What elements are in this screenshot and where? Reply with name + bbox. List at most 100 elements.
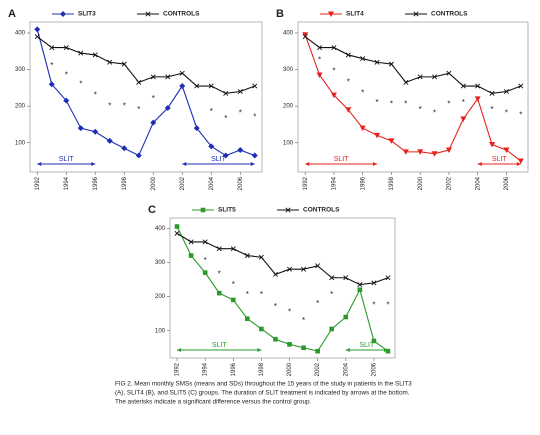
point bbox=[460, 116, 467, 122]
point bbox=[273, 336, 278, 342]
point bbox=[445, 147, 452, 154]
point bbox=[345, 107, 352, 113]
legend-marker bbox=[413, 11, 419, 17]
significance-mark: * bbox=[123, 101, 126, 110]
significance-mark: * bbox=[318, 56, 321, 65]
point bbox=[136, 79, 142, 85]
chart-panel: 100 200 300 400 1992 1994 1996 1998 2000 2002 2004… bbox=[148, 204, 396, 376]
y-tick-label: 200 bbox=[283, 104, 294, 110]
significance-mark: * bbox=[372, 300, 375, 309]
point bbox=[34, 26, 41, 33]
point bbox=[385, 348, 391, 354]
y-tick-label: 400 bbox=[155, 226, 166, 232]
y-tick-label: 200 bbox=[155, 294, 166, 300]
point bbox=[230, 246, 236, 252]
point bbox=[174, 230, 180, 236]
caption-line: FIG 2. Mean monthly SMSs (means and SDs)… bbox=[115, 381, 412, 388]
x-tick-label: 1992 bbox=[303, 176, 309, 190]
point bbox=[216, 246, 222, 252]
point bbox=[345, 52, 351, 58]
treatment-label: SLIT bbox=[334, 156, 350, 163]
y-tick-label: 400 bbox=[283, 31, 294, 37]
x-tick-label: 1992 bbox=[175, 362, 181, 376]
panel-label: C bbox=[148, 204, 156, 216]
significance-mark: * bbox=[218, 270, 221, 279]
point bbox=[374, 132, 381, 139]
point bbox=[315, 263, 321, 269]
significance-mark: * bbox=[224, 114, 227, 123]
x-tick-label: 2002 bbox=[180, 176, 186, 190]
treatment-label: SLIT bbox=[359, 342, 375, 349]
point bbox=[489, 90, 495, 96]
point bbox=[417, 149, 424, 155]
point bbox=[107, 59, 113, 65]
x-tick-label: 1994 bbox=[64, 176, 70, 190]
point bbox=[164, 104, 171, 111]
point bbox=[432, 74, 438, 80]
x-tick-label: 1992 bbox=[35, 176, 41, 190]
caption-line: The asterisks indicate a significant dif… bbox=[115, 399, 311, 406]
plot-area bbox=[297, 21, 529, 173]
significance-mark: * bbox=[274, 302, 277, 311]
point bbox=[460, 83, 466, 89]
legend-label: SLIT5 bbox=[218, 207, 236, 214]
significance-mark: * bbox=[137, 105, 140, 114]
significance-mark: * bbox=[376, 98, 379, 107]
point bbox=[446, 70, 452, 76]
x-tick-label: 1998 bbox=[259, 362, 265, 376]
significance-mark: * bbox=[302, 316, 305, 325]
point bbox=[315, 348, 320, 354]
significance-mark: * bbox=[246, 290, 249, 299]
significance-mark: * bbox=[65, 70, 68, 79]
x-tick-label: 1994 bbox=[332, 176, 338, 190]
point bbox=[402, 149, 409, 155]
significance-mark: * bbox=[347, 78, 350, 87]
significance-mark: * bbox=[204, 256, 207, 265]
series-line bbox=[176, 226, 389, 352]
point bbox=[431, 151, 438, 157]
significance-mark: * bbox=[404, 100, 407, 109]
point bbox=[343, 275, 349, 281]
legend-label: SLIT3 bbox=[78, 11, 96, 18]
point bbox=[92, 128, 99, 135]
y-tick-label: 300 bbox=[155, 260, 166, 266]
point bbox=[417, 74, 423, 80]
significance-mark: * bbox=[152, 94, 155, 103]
y-tick-label: 300 bbox=[15, 67, 26, 73]
series-line bbox=[304, 36, 522, 94]
significance-mark: * bbox=[260, 290, 263, 299]
point bbox=[475, 83, 481, 89]
point bbox=[244, 253, 250, 259]
y-tick-label: 300 bbox=[283, 67, 294, 73]
legend-marker bbox=[328, 11, 334, 17]
point bbox=[106, 137, 113, 144]
point bbox=[252, 83, 258, 89]
point bbox=[258, 254, 264, 260]
point bbox=[223, 90, 229, 96]
significance-mark: * bbox=[491, 105, 494, 114]
point bbox=[388, 138, 395, 144]
point bbox=[503, 88, 509, 95]
point bbox=[188, 253, 194, 258]
point bbox=[385, 275, 391, 281]
point bbox=[357, 287, 363, 293]
point bbox=[135, 152, 142, 159]
caption-line: (A), SLIT4 (B), and SLIT5 (C) groups. Th… bbox=[115, 390, 410, 397]
point bbox=[330, 92, 337, 99]
series-line bbox=[176, 232, 389, 286]
point bbox=[272, 271, 278, 277]
legend-marker bbox=[145, 11, 151, 17]
point bbox=[174, 224, 180, 229]
x-tick-label: 2006 bbox=[504, 176, 510, 190]
point bbox=[63, 97, 70, 104]
x-tick-label: 1996 bbox=[360, 176, 366, 190]
point bbox=[317, 45, 323, 51]
point bbox=[371, 280, 377, 286]
x-tick-label: 2000 bbox=[151, 176, 157, 190]
point bbox=[121, 145, 128, 152]
x-tick-label: 2006 bbox=[371, 362, 377, 376]
point bbox=[503, 147, 510, 154]
point bbox=[403, 79, 409, 85]
point bbox=[517, 158, 524, 165]
